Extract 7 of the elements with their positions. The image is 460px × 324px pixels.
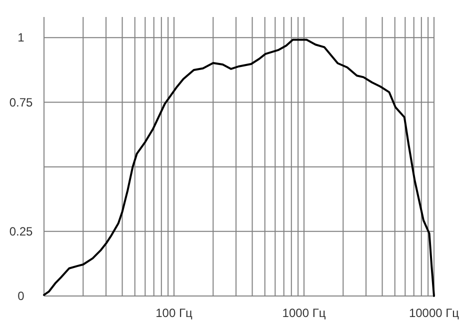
- y-tick-label: 1: [18, 30, 25, 45]
- y-tick-label: 0.75: [9, 95, 33, 110]
- x-tick-label: 1000 Гц: [282, 306, 326, 320]
- y-tick-label: 0.25: [9, 224, 33, 238]
- x-tick-label: 10000 Гц: [408, 306, 460, 320]
- y-tick-label: 0: [18, 289, 25, 303]
- x-tick-label: 100 Гц: [156, 306, 192, 320]
